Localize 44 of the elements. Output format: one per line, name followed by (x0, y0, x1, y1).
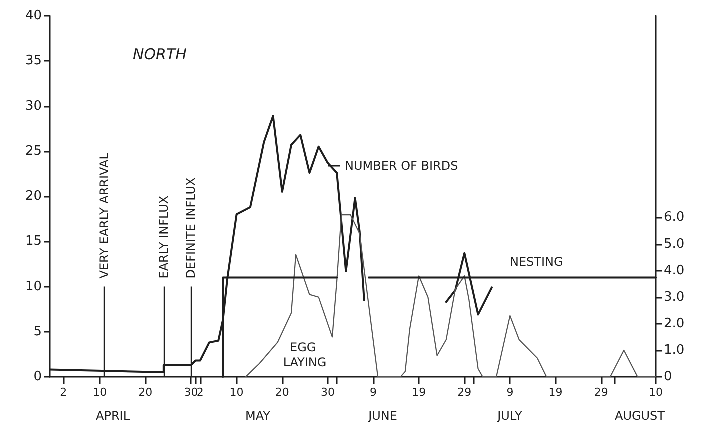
y2-tick-label: 6.0 (664, 210, 685, 226)
series-label: EGG LAYING (283, 340, 327, 370)
y-tick-label: 35 (25, 54, 42, 69)
x-tick-label: 19 (548, 386, 563, 399)
text: NORTH (133, 46, 187, 64)
x-tick-label: 29 (458, 386, 472, 399)
x-tick-label: 20 (138, 386, 153, 399)
x-tick-label: 29 (594, 386, 608, 399)
x-tick-label: 19 (412, 386, 426, 399)
ref-line-label: VERY EARLY ARRIVAL (98, 152, 112, 279)
series-label: NESTING (510, 255, 564, 269)
y-tick-label: 10 (25, 279, 42, 294)
y2-tick-label: 2.0 (664, 316, 685, 332)
x-tick-label: 2 (196, 386, 204, 399)
x-tick-label: 9 (370, 386, 378, 399)
text: AUGUST (614, 409, 666, 423)
x-tick-label: 10 (93, 386, 108, 399)
y2-tick-label: 5.0 (664, 236, 685, 252)
y-tick-label: 15 (25, 234, 42, 250)
x-tick-label: 2 (60, 386, 68, 399)
y2-tick-label: 1.0 (664, 342, 685, 358)
text: MAY (246, 409, 272, 423)
y-tick-label: 0 (34, 370, 42, 384)
text: APRIL (96, 409, 130, 423)
line-series (245, 214, 657, 378)
x-tick-label: 30 (184, 386, 198, 399)
y-tick-label: 25 (25, 144, 42, 159)
x-tick-label: 10 (649, 386, 663, 399)
x-tick-label: 9 (506, 386, 514, 399)
y-tick-label: 5 (34, 324, 42, 340)
y-tick-label: 40 (25, 8, 42, 24)
text: JUNE (368, 409, 398, 423)
ref-line-label: DEFINITE INFLUX (184, 178, 198, 279)
x-tick-label: 30 (320, 386, 335, 399)
y-tick-label: 30 (25, 98, 42, 114)
y2-tick-label: 3.0 (664, 290, 685, 305)
ref-line-label: EARLY INFLUX (156, 196, 171, 279)
x-tick-label: 20 (275, 386, 290, 399)
legend-label: NUMBER OF BIRDS (345, 159, 458, 173)
y2-tick-label: 0 (664, 370, 672, 384)
y-tick-label: 20 (25, 189, 42, 204)
x-tick-label: 10 (230, 386, 244, 399)
text: JULY (496, 409, 524, 423)
y2-tick-label: 4.0 (664, 263, 685, 278)
